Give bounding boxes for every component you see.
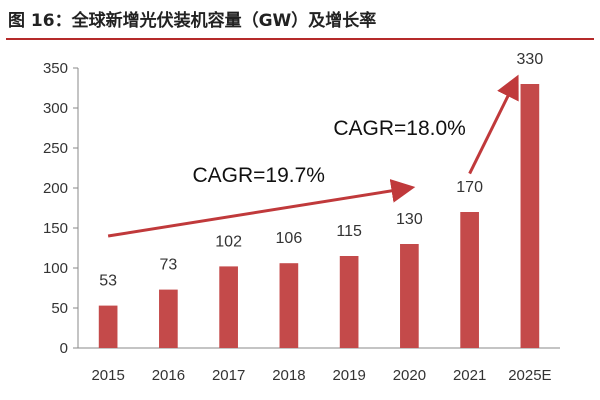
y-axis: 0 50 100 150 200 250 300 350	[43, 60, 79, 357]
data-label: 170	[456, 179, 483, 196]
bar	[400, 244, 419, 348]
x-tick-label: 2018	[272, 367, 305, 384]
y-tick-label: 350	[43, 60, 68, 77]
data-label: 115	[336, 223, 362, 240]
data-label: 73	[159, 257, 177, 274]
y-tick-label: 150	[43, 220, 68, 237]
data-label: 102	[215, 233, 242, 250]
x-tick-label: 2016	[152, 367, 185, 384]
data-label: 106	[276, 230, 303, 247]
cagr-label: CAGR=19.7%	[193, 164, 325, 187]
y-tick-label: 200	[43, 180, 68, 197]
bar	[339, 256, 359, 348]
cagr-label: CAGR=18.0%	[333, 117, 465, 140]
bar	[279, 263, 299, 348]
x-tick-label: 2025E	[508, 367, 551, 384]
x-tick-label: 2021	[453, 367, 486, 384]
title-rule	[6, 38, 594, 40]
y-tick-label: 0	[60, 340, 68, 357]
bar	[98, 305, 118, 348]
x-tick-label: 2017	[212, 367, 245, 384]
annotations: CAGR=19.7% CAGR=18.0%	[107, 74, 519, 238]
figure-title: 图 16：全球新增光伏装机容量（GW）及增长率	[8, 11, 377, 31]
bars	[98, 84, 540, 348]
data-label: 130	[396, 211, 423, 228]
cagr-arrow	[107, 178, 416, 238]
y-tick-label: 250	[43, 140, 68, 157]
data-label: 53	[99, 273, 117, 290]
bar	[520, 84, 540, 348]
bar	[159, 289, 178, 348]
x-tick-label: 2015	[91, 367, 124, 384]
cagr-arrow	[468, 74, 519, 175]
y-tick-label: 100	[43, 260, 68, 277]
x-axis: 2015 2016 2017 2018 2019 2020 2021 2025E	[78, 347, 560, 384]
x-tick-label: 2020	[393, 367, 426, 384]
bar	[460, 212, 479, 348]
y-tick-label: 50	[51, 300, 68, 317]
data-label: 330	[517, 51, 544, 68]
x-tick-label: 2019	[332, 367, 365, 384]
y-tick-label: 300	[43, 100, 68, 117]
data-labels: 53 73 102 106 115 130 170 330	[99, 51, 543, 290]
bar	[219, 266, 238, 348]
